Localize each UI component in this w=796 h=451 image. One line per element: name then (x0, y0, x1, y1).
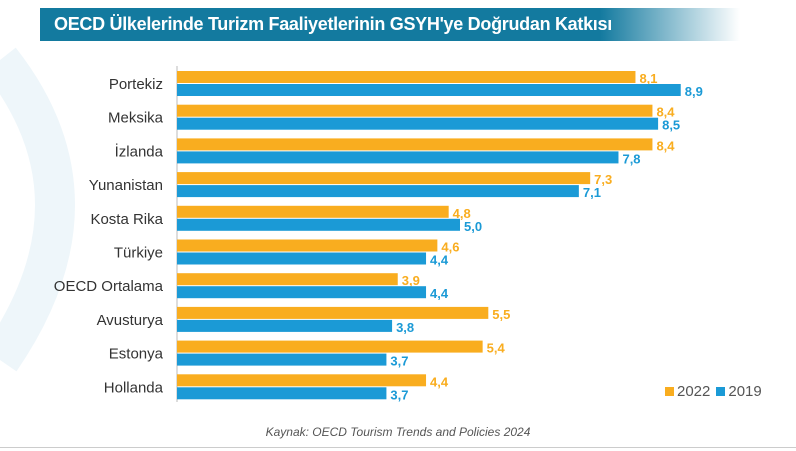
bar-2022 (177, 104, 653, 117)
chart-title: OECD Ülkelerinde Turizm Faaliyetlerinin … (40, 8, 740, 41)
data-label-2019: 7,8 (622, 151, 640, 166)
legend-label-2019: 2019 (728, 383, 762, 400)
data-label-2019: 8,9 (685, 84, 703, 99)
category-label: Avusturya (97, 312, 164, 329)
data-label-2019: 7,1 (583, 185, 601, 200)
divider (0, 447, 796, 448)
bar-2022 (177, 172, 591, 185)
data-label-2019: 4,4 (430, 286, 449, 301)
category-label: Kosta Rika (90, 211, 163, 228)
bar-2019 (177, 387, 387, 400)
category-label: Estonya (109, 346, 164, 363)
legend-swatch-2019 (716, 387, 726, 396)
data-label-2019: 3,7 (390, 354, 408, 369)
bar-2019 (177, 353, 387, 366)
bar-2019 (177, 151, 619, 164)
data-label-2022: 4,6 (441, 240, 459, 255)
data-label-2022: 5,5 (492, 307, 510, 322)
category-label: Hollanda (104, 379, 164, 396)
bar-2019 (177, 252, 427, 265)
data-label-2019: 3,8 (396, 320, 414, 335)
category-label: OECD Ortalama (54, 278, 164, 295)
bar-2022 (177, 374, 427, 387)
category-label: Yunanistan (89, 177, 163, 194)
background-decoration (0, 47, 75, 372)
data-label-2022: 8,1 (639, 71, 657, 86)
bar-2022 (177, 71, 636, 83)
category-label: Meksika (108, 110, 164, 127)
bar-2022 (177, 239, 438, 252)
bar-2022 (177, 340, 483, 353)
data-label-2022: 3,9 (402, 273, 420, 288)
source-note: Kaynak: OECD Tourism Trends and Policies… (265, 425, 531, 439)
data-label-2019: 5,0 (464, 219, 482, 234)
bar-2019 (177, 319, 393, 332)
category-label: Türkiye (114, 245, 163, 262)
data-label-2019: 3,7 (390, 387, 408, 402)
bar-2022 (177, 138, 653, 151)
bar-2019 (177, 84, 681, 96)
data-label-2022: 4,8 (453, 206, 471, 221)
bar-2019 (177, 185, 579, 198)
legend-swatch-2022 (665, 387, 674, 396)
data-label-2022: 8,4 (656, 105, 675, 120)
data-label-2019: 8,5 (662, 118, 680, 133)
legend-label-2022: 2022 (677, 383, 711, 400)
data-label-2022: 5,4 (487, 341, 506, 356)
bar-2022 (177, 306, 489, 319)
category-label: Portekiz (109, 76, 163, 93)
legend: 2022 2019 (665, 383, 762, 400)
data-label-2022: 8,4 (656, 138, 675, 153)
category-label: İzlanda (115, 142, 164, 160)
bar-2019 (177, 286, 427, 299)
bar-2019 (177, 218, 460, 231)
bar-2022 (177, 205, 449, 218)
bar-2019 (177, 117, 659, 130)
data-label-2019: 4,4 (430, 253, 449, 268)
data-label-2022: 4,4 (430, 374, 449, 389)
bar-2022 (177, 273, 398, 286)
data-label-2022: 7,3 (594, 172, 612, 187)
